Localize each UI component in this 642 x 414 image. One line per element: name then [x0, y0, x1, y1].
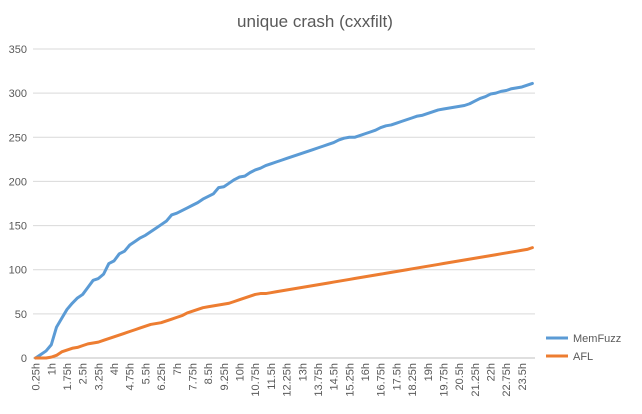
y-tick-label: 50 [15, 309, 27, 321]
legend-label: MemFuzz [573, 333, 621, 345]
x-tick-label: 6.25h [156, 363, 168, 391]
x-tick-label: 16.75h [376, 363, 388, 397]
x-tick-label: 15.25h [344, 363, 356, 397]
y-tick-label: 300 [9, 88, 27, 100]
x-tick-label: 13.75h [313, 363, 325, 397]
x-tick-label: 10h [235, 363, 247, 381]
x-tick-label: 7.75h [187, 363, 199, 391]
chart-title: unique crash (cxxfilt) [237, 12, 393, 31]
x-tick-label: 1h [46, 363, 58, 375]
x-tick-label: 21.25h [470, 363, 482, 397]
x-axis-ticks: 0.25h 1h 1.75h 2.5h 3.25h 4h 4.75h 5.5h 6.25h 7h 7… [31, 363, 529, 397]
legend-label: AFL [573, 351, 593, 363]
x-tick-label: 10.75h [250, 363, 262, 397]
x-tick-label: 20.5h [454, 363, 466, 391]
x-tick-label: 4h [109, 363, 121, 375]
y-tick-label: 350 [9, 44, 27, 56]
y-tick-label: 200 [9, 176, 27, 188]
x-tick-label: 12.25h [282, 363, 294, 397]
y-tick-label: 0 [21, 353, 27, 365]
x-tick-label: 7h [172, 363, 184, 375]
x-tick-label: 14.5h [329, 363, 341, 391]
legend: MemFuzz AFL [546, 333, 621, 363]
x-tick-label: 22.75h [501, 363, 513, 397]
x-tick-label: 4.75h [125, 363, 137, 391]
x-tick-label: 19h [423, 363, 435, 381]
x-tick-label: 0.25h [31, 363, 43, 391]
y-tick-label: 150 [9, 221, 27, 233]
x-tick-label: 18.25h [407, 363, 419, 397]
x-tick-label: 11.5h [266, 363, 278, 390]
x-tick-label: 5.5h [140, 363, 152, 384]
x-tick-label: 17.5h [391, 363, 403, 391]
series-lines [34, 81, 534, 360]
x-tick-label: 3.25h [93, 363, 105, 391]
x-tick-label: 8.5h [203, 363, 215, 384]
y-axis-ticks: 0 50 100 150 200 250 300 350 [9, 44, 27, 365]
x-tick-label: 16h [360, 363, 372, 381]
y-tick-label: 100 [9, 265, 27, 277]
y-tick-label: 250 [9, 132, 27, 144]
x-tick-label: 13h [297, 363, 309, 381]
series-line-memfuzz [34, 81, 534, 360]
series-line-afl [34, 246, 534, 360]
x-tick-label: 9.25h [219, 363, 231, 391]
x-tick-label: 1.75h [62, 363, 74, 391]
x-tick-label: 23.5h [517, 363, 529, 391]
gridlines [33, 48, 535, 359]
x-tick-label: 2.5h [78, 363, 90, 384]
x-tick-label: 19.75h [438, 363, 450, 397]
x-tick-label: 22h [486, 363, 498, 381]
